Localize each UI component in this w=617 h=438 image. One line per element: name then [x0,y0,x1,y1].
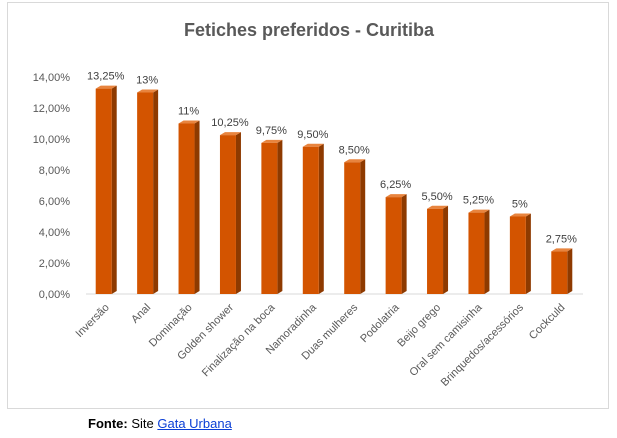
bar-top [468,209,490,213]
data-label: 8,50% [339,144,370,156]
category-label: Anal [129,302,153,326]
data-label: 5,50% [421,191,452,203]
chart-title: Fetiches preferidos - Curitiba [183,20,435,40]
y-tick-label: 6,00% [39,196,70,208]
category-label: Brinquedos/acessórios [439,301,527,389]
bar-side [277,139,283,294]
category-label: Cockculd [527,302,567,342]
source-line: Fonte: Site Gata Urbana [88,416,232,431]
bar [261,142,278,294]
bar [509,216,526,294]
category-label: Oral sem camisinha [407,301,485,379]
category-label: Podolatria [358,301,402,345]
bar-top [261,139,283,143]
chart-frame: Fetiches preferidos - Curitiba 0,00% 2,00… [7,2,609,409]
bar [95,88,112,294]
bar [219,135,236,294]
y-tick-label: 12,00% [33,103,71,115]
bar-side [360,159,366,294]
data-label: 2,75% [546,233,577,245]
data-label: 9,50% [297,129,328,141]
bar-chart: 0,00% 2,00% 4,00% 6,00% 8,00% 10,00% 12,00% 14,… [33,71,583,389]
bar [344,162,361,294]
bar-top [95,85,117,89]
bar-side [443,205,449,294]
bar-side [318,143,324,294]
bar-side [401,194,407,294]
bar-top [302,143,324,147]
data-label: 9,75% [256,125,287,137]
bar-top [551,248,573,252]
category-label: Finalização na boca [200,301,278,379]
bar-side [194,120,200,294]
bar-top [344,159,366,163]
data-label: 11% [178,106,199,118]
bar-side [567,248,573,294]
bar [302,146,319,294]
bar-side [484,209,490,294]
y-tick-label: 14,00% [33,72,71,84]
data-label: 10,25% [211,117,249,129]
bar-side [111,85,117,294]
data-label: 5% [512,199,528,211]
bar-top [385,194,407,198]
bar-top [178,120,200,124]
bar-top [509,213,531,217]
source-text: Site [131,416,154,431]
data-label: 13,25% [87,71,125,83]
y-tick-label: 4,00% [39,227,70,239]
bar [385,197,402,294]
bar-side [525,213,531,294]
bar-top [427,205,449,209]
bar-side [235,132,241,294]
bar-side [153,89,159,294]
bar [551,251,568,294]
data-label: 13% [136,75,158,87]
category-label: Inversão [74,302,112,340]
bar [427,208,444,294]
data-label: 6,25% [380,179,411,191]
bar-top [219,132,241,136]
bar [137,92,154,294]
bar-top [137,89,159,93]
y-tick-label: 2,00% [39,258,70,270]
y-tick-label: 10,00% [33,134,71,146]
bar [178,123,195,294]
source-link[interactable]: Gata Urbana [157,416,232,431]
bar [468,212,485,294]
data-label: 5,25% [463,195,494,207]
y-tick-label: 0,00% [39,289,70,301]
y-tick-label: 8,00% [39,165,70,177]
source-label: Fonte: [88,416,128,431]
